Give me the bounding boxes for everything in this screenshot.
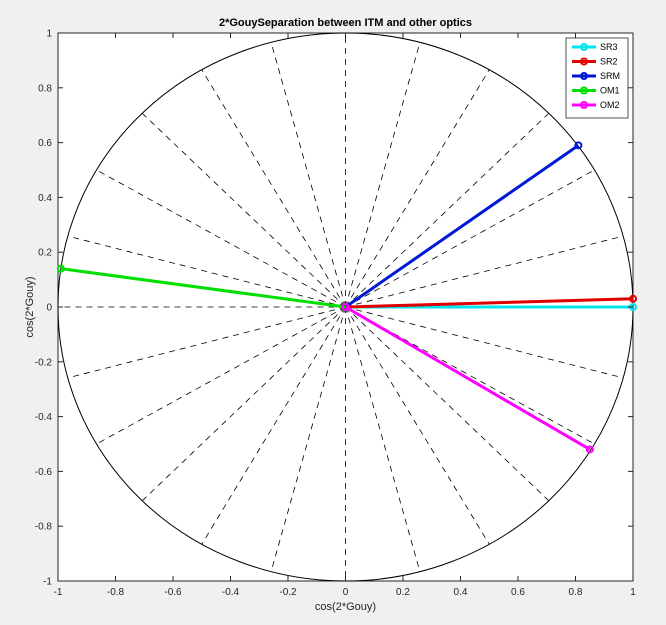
series-point-sr2-1: [629, 294, 637, 303]
x-tick-label: -1: [54, 587, 63, 598]
series-point-om2-0: [341, 303, 350, 311]
y-tick-label: 0.6: [38, 138, 52, 149]
x-axis-label: cos(2*Gouy): [315, 601, 376, 613]
x-tick-label: -0.4: [222, 587, 240, 598]
series-line-om1: [60, 267, 346, 309]
x-tick-label: 0.4: [454, 587, 468, 598]
series-line-sr2: [345, 297, 634, 309]
y-tick-label: -0.6: [35, 467, 53, 478]
y-axis-label: cos(2*Gouy): [24, 276, 36, 337]
radial-guide-120: [201, 69, 346, 308]
radial-guide-315: [345, 306, 550, 502]
radial-guide-45: [345, 112, 550, 308]
radial-guide-345: [345, 306, 624, 379]
radial-guide-150: [96, 169, 346, 308]
legend-label-sr2: SR2: [600, 57, 618, 67]
radial-guide-15: [345, 235, 624, 308]
series-point-om2-1: [585, 445, 594, 454]
series-layer: [56, 141, 637, 454]
legend: SR3 SR2 SRM OM1 OM2: [565, 37, 629, 119]
radial-guide-285: [345, 306, 421, 572]
legend-label-om2: OM2: [600, 100, 620, 110]
radial-guide-210: [96, 306, 346, 445]
y-tick-label: 0.8: [38, 83, 52, 94]
x-tick-label: -0.8: [107, 587, 125, 598]
radial-guides: [58, 33, 633, 581]
y-tick-label: 1: [46, 29, 52, 40]
series-line-om2: [344, 305, 591, 451]
legend-marker-srm: [580, 72, 588, 80]
legend-marker-om2: [580, 101, 588, 109]
x-tick-label: 0.6: [511, 587, 525, 598]
radial-guide-240: [201, 306, 346, 545]
legend-marker-om1: [580, 86, 588, 95]
radial-guide-300: [345, 306, 490, 545]
x-tick-label: 0: [343, 587, 349, 598]
radial-guide-195: [67, 306, 346, 379]
radial-guide-30: [345, 169, 595, 308]
legend-label-om1: OM1: [600, 86, 620, 96]
series-point-srm-1: [574, 141, 583, 150]
radial-guide-225: [141, 306, 346, 502]
y-axis-ticks: -1 -0.8 -0.6 -0.4 -0.2 0 0.2 0.4 0.6 0.8 1: [35, 29, 633, 588]
radial-guide-165: [67, 235, 346, 308]
x-axis-ticks: -1 -0.8 -0.6 -0.4 -0.2 0 0.2 0.4 0.6 0.8 1: [54, 33, 636, 598]
legend-label-srm: SRM: [600, 71, 620, 81]
x-tick-label: -0.2: [279, 587, 297, 598]
series-point-om1-1: [56, 264, 65, 273]
radial-guide-75: [345, 42, 421, 308]
y-tick-label: -0.2: [35, 357, 53, 368]
legend-label-sr3: SR3: [600, 42, 618, 52]
legend-marker-sr3: [580, 43, 588, 51]
radial-guide-135: [141, 112, 346, 308]
radial-guide-255: [270, 306, 346, 572]
x-tick-label: 1: [630, 587, 636, 598]
y-tick-label: -1: [43, 577, 52, 588]
y-tick-label: 0: [46, 303, 52, 314]
y-tick-label: 0.2: [38, 248, 52, 259]
legend-marker-sr2: [580, 57, 588, 66]
x-tick-label: 0.8: [569, 587, 583, 598]
radial-guide-60: [345, 69, 490, 308]
radial-guide-105: [270, 42, 346, 308]
series-line-srm: [344, 144, 580, 309]
x-tick-label: -0.6: [164, 587, 182, 598]
y-tick-label: -0.4: [35, 412, 53, 423]
chart-title: 2*GouySeparation between ITM and other o…: [219, 17, 472, 29]
y-tick-label: 0.4: [38, 193, 52, 204]
y-tick-label: -0.8: [35, 522, 53, 533]
x-tick-label: 0.2: [396, 587, 410, 598]
